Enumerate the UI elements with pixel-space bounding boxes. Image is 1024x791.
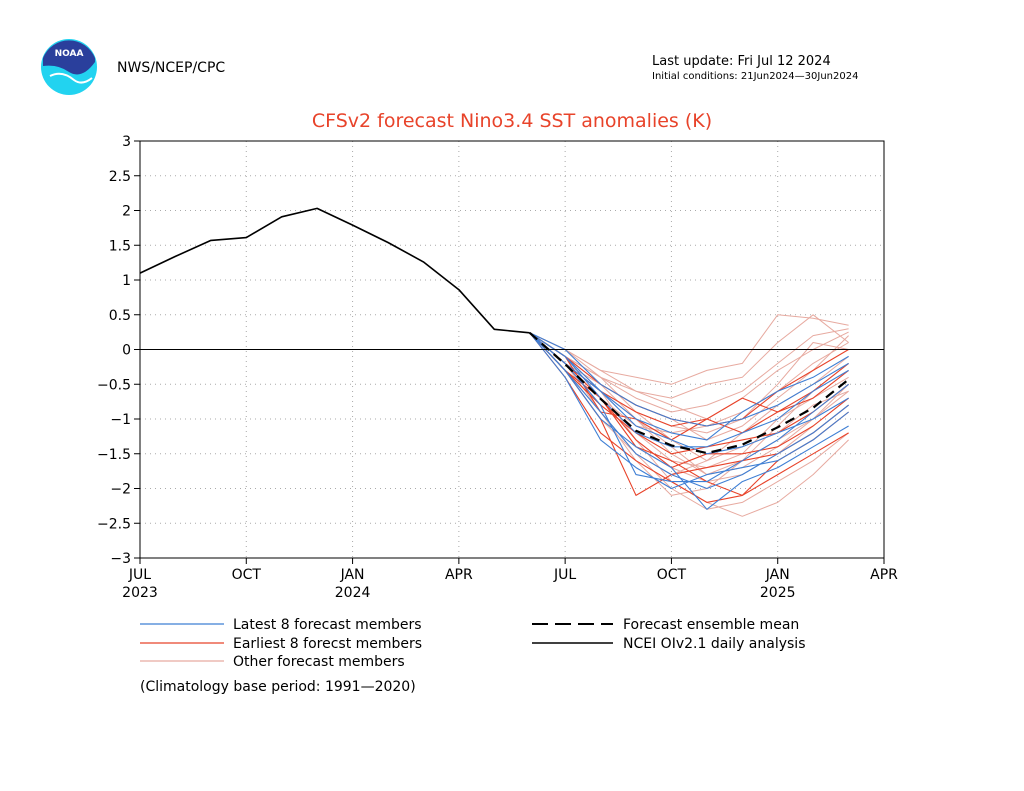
legend: Latest 8 forecast members Earliest 8 for…: [140, 617, 806, 670]
x-tick-year-label: 2025: [760, 585, 796, 601]
legend-label-mean: Forecast ensemble mean: [623, 617, 799, 633]
agency-label: NWS/NCEP/CPC: [117, 60, 225, 76]
y-tick-label: 0.5: [109, 308, 131, 324]
earliest-member-line: [529, 332, 849, 503]
latest-member-line: [529, 332, 849, 441]
latest-member-line: [529, 332, 849, 490]
last-update: Last update: Fri Jul 12 2024: [652, 54, 831, 69]
y-tick-label: 2.5: [109, 169, 131, 185]
y-tick-label: 0: [122, 343, 131, 359]
latest-member-line: [529, 332, 849, 510]
y-tick-label: 1.5: [109, 238, 131, 254]
ensemble-mean-line: [528, 331, 850, 455]
y-tick-label: −2: [110, 482, 131, 498]
other-member-line: [529, 331, 849, 420]
y-tick-label: −1: [110, 412, 131, 428]
legend-label-latest: Latest 8 forecast members: [233, 617, 422, 633]
initial-conditions: Initial conditions: 21Jun2024—30Jun2024: [652, 71, 858, 82]
x-tick-label: JAN: [340, 567, 365, 583]
latest-member-line: [529, 332, 849, 427]
chart-title: CFSv2 forecast Nino3.4 SST anomalies (K): [312, 110, 712, 132]
y-tick-label: −0.5: [97, 377, 131, 393]
y-tick-label: −2.5: [97, 516, 131, 532]
footnote: (Climatology base period: 1991—2020): [140, 679, 416, 695]
legend-label-earliest: Earliest 8 forecst members: [233, 636, 422, 652]
x-tick-year-label: 2023: [122, 585, 158, 601]
noaa-logo: NOAA: [41, 39, 97, 95]
y-tick-label: 1: [122, 273, 131, 289]
y-tick-label: 2: [122, 204, 131, 220]
noaa-logo-text: NOAA: [55, 49, 84, 59]
other-member-line: [529, 332, 849, 483]
x-tick-label: JUL: [553, 567, 576, 583]
analysis-line: [139, 207, 530, 334]
legend-label-analysis: NCEI OIv2.1 daily analysis: [623, 636, 806, 652]
x-tick-label: APR: [870, 567, 898, 583]
x-tick-label: JUL: [128, 567, 151, 583]
latest-member-line: [529, 332, 849, 490]
latest-member-line: [529, 332, 849, 483]
x-tick-label: APR: [445, 567, 473, 583]
x-tick-label: JAN: [765, 567, 790, 583]
y-tick-label: −3: [110, 551, 131, 567]
legend-label-other: Other forecast members: [233, 654, 405, 670]
x-tick-year-label: 2024: [335, 585, 371, 601]
x-tick-label: OCT: [657, 567, 687, 583]
y-tick-label: −1.5: [97, 447, 131, 463]
y-tick-label: 3: [122, 134, 131, 150]
x-tick-label: OCT: [232, 567, 262, 583]
plot-area: 32.521.510.50−0.5−1−1.5−2−2.5−3JUL2023OC…: [97, 134, 898, 601]
